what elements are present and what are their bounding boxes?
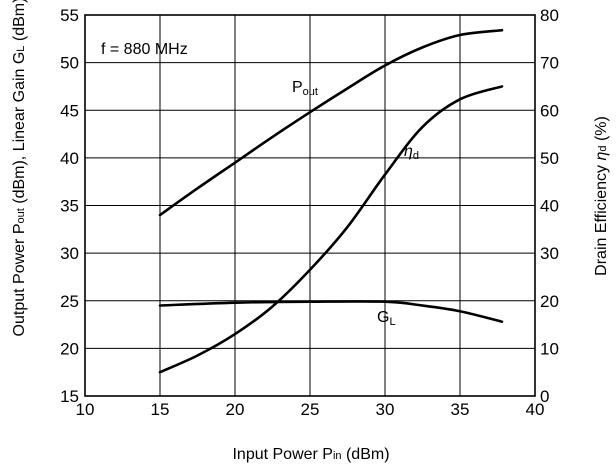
x-axis-title: Input Power Pin (dBm) <box>232 446 389 463</box>
frequency-annotation: f = 880 MHz <box>101 41 188 58</box>
y-right-tick-label: 50 <box>540 149 559 168</box>
series-label-pout: Pout <box>292 79 318 98</box>
series-layer <box>158 28 504 374</box>
y-axis-left-title: Output Power Pout (dBm), Linear Gain GL … <box>11 0 28 336</box>
y-left-tick-label: 30 <box>60 244 79 263</box>
y-right-tick-label: 60 <box>540 101 559 120</box>
y-left-tick-label: 35 <box>60 197 79 216</box>
y-right-tick-label: 80 <box>540 6 559 25</box>
plot-frame <box>84 14 536 397</box>
y-left-tick-label: 25 <box>60 292 79 311</box>
series-label-eta: ηd <box>404 143 419 162</box>
x-tick-label: 40 <box>526 400 545 419</box>
x-tick-label: 15 <box>151 400 170 419</box>
x-tick-label: 20 <box>226 400 245 419</box>
series-eta-line <box>158 85 504 374</box>
y-axis-right-title: Drain Efficiency ηd (%) <box>593 116 610 276</box>
series-pout-line <box>158 28 504 217</box>
y-right-tick-label: 0 <box>540 387 549 406</box>
y-left-tick-label: 15 <box>60 387 79 406</box>
x-tick-label: 30 <box>376 400 395 419</box>
y-left-tick-label: 40 <box>60 149 79 168</box>
series-label-gl: GL <box>377 309 396 328</box>
x-tick-label: 25 <box>301 400 320 419</box>
y-right-tick-label: 30 <box>540 244 559 263</box>
y-right-tick-label: 70 <box>540 54 559 73</box>
y-left-tick-label: 20 <box>60 339 79 358</box>
y-left-tick-label: 55 <box>60 6 79 25</box>
y-right-tick-label: 40 <box>540 197 559 216</box>
series-gl-line <box>158 300 504 323</box>
y-left-tick-label: 50 <box>60 54 79 73</box>
grid <box>85 15 535 396</box>
labels: 10 15 20 25 30 35 4015202530354045505501020304… <box>60 6 559 419</box>
y-right-tick-label: 10 <box>540 339 559 358</box>
x-tick-label: 35 <box>451 400 470 419</box>
x-tick-label: 10 <box>76 400 95 419</box>
y-left-tick-label: 45 <box>60 101 79 120</box>
y-right-tick-label: 20 <box>540 292 559 311</box>
